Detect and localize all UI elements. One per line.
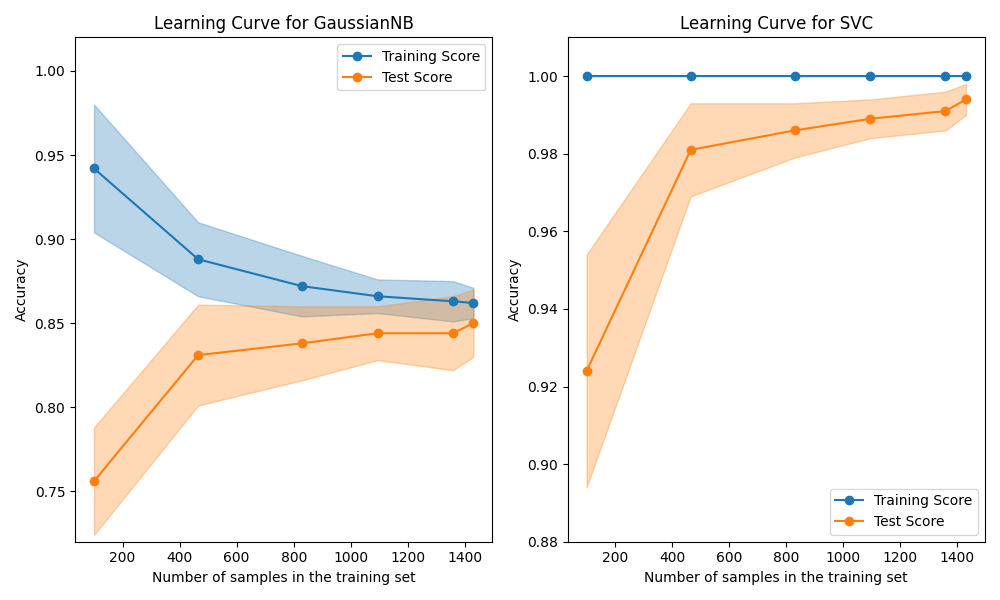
Training Score xyxy=(447,298,459,305)
Title: Learning Curve for SVC: Learning Curve for SVC xyxy=(680,15,873,33)
Y-axis label: Accuracy: Accuracy xyxy=(15,258,29,321)
Training Score xyxy=(685,73,697,80)
Training Score xyxy=(789,73,801,80)
Line: Training Score: Training Score xyxy=(90,164,478,307)
Test Score xyxy=(581,367,593,374)
Legend: Training Score, Test Score: Training Score, Test Score xyxy=(337,44,485,91)
Line: Training Score: Training Score xyxy=(582,72,970,80)
Test Score xyxy=(939,107,951,115)
Test Score xyxy=(192,352,204,359)
Training Score xyxy=(192,256,204,263)
Line: Test Score: Test Score xyxy=(582,95,970,375)
Test Score xyxy=(296,340,308,347)
X-axis label: Number of samples in the training set: Number of samples in the training set xyxy=(152,571,416,585)
Training Score xyxy=(296,283,308,290)
Test Score xyxy=(467,320,479,327)
X-axis label: Number of samples in the training set: Number of samples in the training set xyxy=(644,571,908,585)
Test Score xyxy=(789,127,801,134)
Test Score xyxy=(864,115,876,122)
Training Score xyxy=(467,299,479,307)
Test Score xyxy=(960,96,972,103)
Training Score xyxy=(88,165,100,172)
Training Score xyxy=(864,73,876,80)
Y-axis label: Accuracy: Accuracy xyxy=(507,258,521,321)
Test Score xyxy=(88,478,100,485)
Test Score xyxy=(447,329,459,337)
Training Score xyxy=(581,73,593,80)
Title: Learning Curve for GaussianNB: Learning Curve for GaussianNB xyxy=(154,15,414,33)
Test Score xyxy=(685,146,697,154)
Training Score xyxy=(960,73,972,80)
Line: Test Score: Test Score xyxy=(90,319,478,485)
Training Score xyxy=(372,293,384,300)
Training Score xyxy=(939,73,951,80)
Legend: Training Score, Test Score: Training Score, Test Score xyxy=(830,489,978,535)
Test Score xyxy=(372,329,384,337)
